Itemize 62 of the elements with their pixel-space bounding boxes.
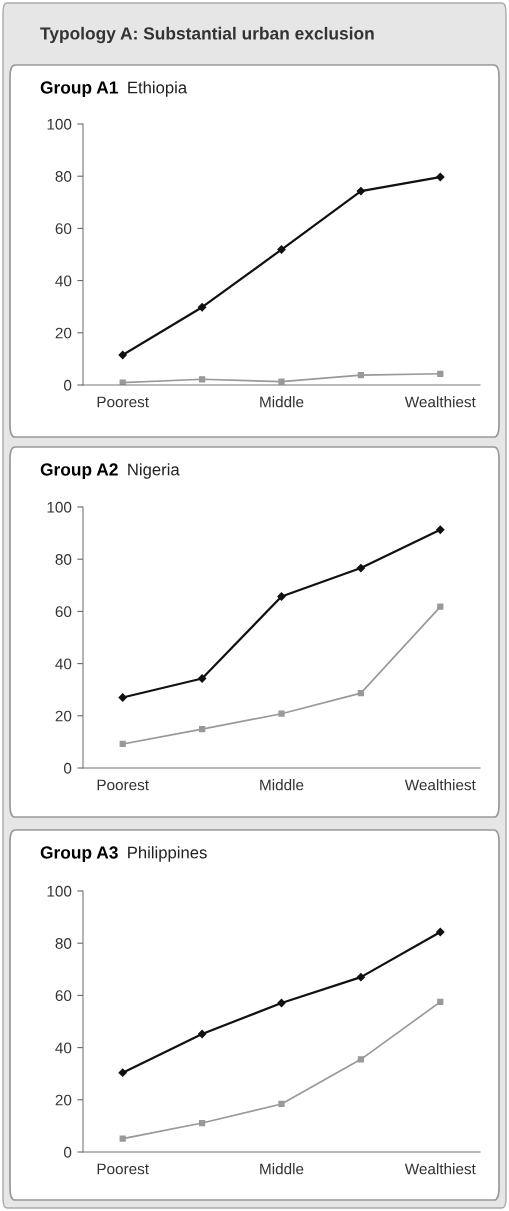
y-tick-label: 80 [55, 938, 72, 949]
x-tick-label: Wealthiest [404, 396, 476, 408]
x-tick-label: Poorest [97, 1163, 149, 1175]
x-tick-label: Poorest [97, 396, 149, 408]
chart-title: Group A1 [40, 81, 118, 98]
y-tick-label: 40 [55, 275, 72, 287]
point [197, 1029, 207, 1039]
chart-title: Group A2 [40, 463, 118, 480]
chart-subtitle: Nigeria [128, 463, 180, 479]
chart-title: Group A3 [40, 846, 118, 863]
y-tick-label: 100 [47, 501, 72, 513]
y-tick-label: 60 [55, 606, 72, 618]
x-tick-label: Middle [260, 1163, 304, 1175]
y-tick-label: 80 [55, 554, 72, 565]
point [356, 186, 366, 196]
point [278, 710, 285, 717]
point [437, 603, 444, 610]
point [119, 1135, 126, 1142]
x-tick-label: Poorest [97, 779, 149, 791]
x-tick-label: Wealthiest [404, 1163, 476, 1175]
point [198, 376, 206, 383]
x-tick-label: Wealthiest [404, 779, 476, 791]
y-tick-label: 0 [63, 379, 72, 391]
point [436, 927, 445, 937]
point [437, 370, 444, 377]
text: Typology A: Substantial urban exclusion [40, 26, 374, 44]
x-tick-label: Middle [260, 396, 304, 408]
point [357, 371, 365, 379]
y-tick-label: 100 [47, 118, 72, 130]
y-tick-label: 80 [55, 171, 72, 182]
point [197, 674, 207, 683]
x-tick-label: Middle [260, 779, 304, 791]
point [437, 998, 444, 1006]
point [277, 592, 286, 601]
point [278, 1100, 285, 1108]
point [356, 563, 366, 573]
point [198, 725, 206, 733]
point [436, 172, 445, 182]
y-tick-label: 0 [63, 1146, 72, 1158]
y-tick-label: 20 [55, 710, 72, 722]
point [357, 689, 365, 697]
y-tick-label: 40 [55, 1042, 72, 1054]
y-tick-label: 40 [55, 658, 72, 670]
point [198, 1119, 206, 1127]
point [118, 693, 127, 702]
y-tick-label: 20 [55, 1094, 72, 1106]
point [118, 1068, 127, 1077]
chart-subtitle: Ethiopia [128, 81, 188, 97]
point [356, 972, 366, 982]
point [277, 245, 286, 254]
point [357, 1056, 365, 1063]
point [278, 378, 285, 385]
chart-subtitle: Philippines [128, 846, 207, 862]
point [118, 350, 127, 360]
y-tick-label: 20 [55, 327, 72, 339]
point [197, 303, 207, 312]
y-tick-label: 60 [55, 223, 72, 235]
point [436, 525, 445, 534]
point [119, 740, 126, 748]
y-tick-label: 100 [47, 885, 72, 897]
y-tick-label: 0 [63, 762, 72, 774]
y-tick-label: 60 [55, 990, 72, 1002]
